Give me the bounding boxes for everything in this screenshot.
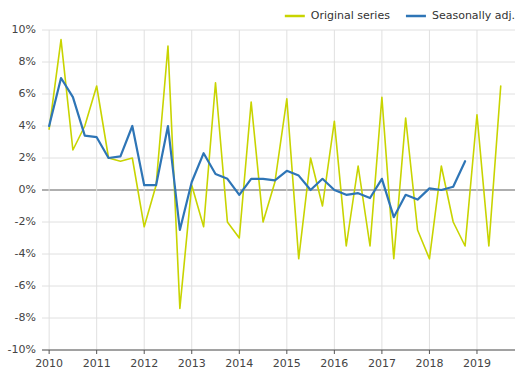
y-tick-label: 8% <box>19 55 36 68</box>
x-tick <box>191 350 192 354</box>
grid-line-x <box>476 30 477 350</box>
x-tick-label: 2018 <box>415 357 443 370</box>
grid <box>42 30 515 350</box>
grid-line-x <box>96 30 97 350</box>
x-tick-label: 2014 <box>225 357 253 370</box>
x-tick-label: 2017 <box>368 357 396 370</box>
grid-line-y <box>42 286 515 287</box>
y-tick-label: 10% <box>12 23 36 36</box>
y-tick-label: 0% <box>19 183 36 196</box>
y-tick-label: -10% <box>8 343 36 356</box>
legend-label: Original series <box>311 9 390 22</box>
grid-line-x <box>286 30 287 350</box>
x-tick <box>144 350 145 354</box>
x-tick-label: 2012 <box>130 357 158 370</box>
legend: Seasonally adj. Original series <box>285 9 515 22</box>
y-axis: -10% -8% -6% -4% -2% 0% 2% 4% 6% 8% 10% <box>8 23 36 356</box>
x-tick <box>286 350 287 354</box>
chart: -10%-8%-6%-4%-2%0%2%4%6%8%10%20102011201… <box>0 0 529 378</box>
x-tick <box>334 350 335 354</box>
series-line <box>49 40 501 309</box>
grid-line-y <box>42 222 515 223</box>
y-tick-label: 2% <box>19 151 36 164</box>
x-tick-label: 2015 <box>273 357 301 370</box>
x-tick <box>49 350 50 354</box>
grid-line-y <box>42 126 515 127</box>
x-tick-label: 2013 <box>178 357 206 370</box>
x-axis: 2010 2011 2012 2013 2014 2015 2016 2017 2018 2019 <box>35 350 491 370</box>
y-tick-label: -8% <box>15 311 36 324</box>
legend-label: Seasonally adj. <box>432 9 515 22</box>
grid-line-x <box>144 30 145 350</box>
grid-line-y <box>42 62 515 63</box>
x-tick-label: 2011 <box>83 357 111 370</box>
y-tick-label: -6% <box>15 279 36 292</box>
x-tick <box>239 350 240 354</box>
x-tick <box>476 350 477 354</box>
grid-line-x <box>239 30 240 350</box>
x-tick-label: 2010 <box>35 357 63 370</box>
x-axis-line <box>42 350 515 351</box>
x-tick-label: 2019 <box>463 357 491 370</box>
x-tick-label: 2016 <box>320 357 348 370</box>
grid-line-y <box>42 30 515 31</box>
grid-line-x <box>381 30 382 350</box>
y-tick-label: 4% <box>19 119 36 132</box>
legend-swatch <box>285 15 305 18</box>
background <box>0 0 529 378</box>
y-tick-label: -2% <box>15 215 36 228</box>
legend-swatch <box>406 15 426 18</box>
grid-line-y <box>42 254 515 255</box>
grid-line-y <box>42 94 515 95</box>
y-tick-label: -4% <box>15 247 36 260</box>
x-tick <box>96 350 97 354</box>
x-tick <box>429 350 430 354</box>
series-lines <box>49 40 501 309</box>
grid-line-y <box>42 350 515 351</box>
y-tick-label: 6% <box>19 87 36 100</box>
x-tick <box>381 350 382 354</box>
series-line <box>49 78 465 230</box>
grid-line-x <box>49 30 50 350</box>
grid-line-y <box>42 318 515 319</box>
